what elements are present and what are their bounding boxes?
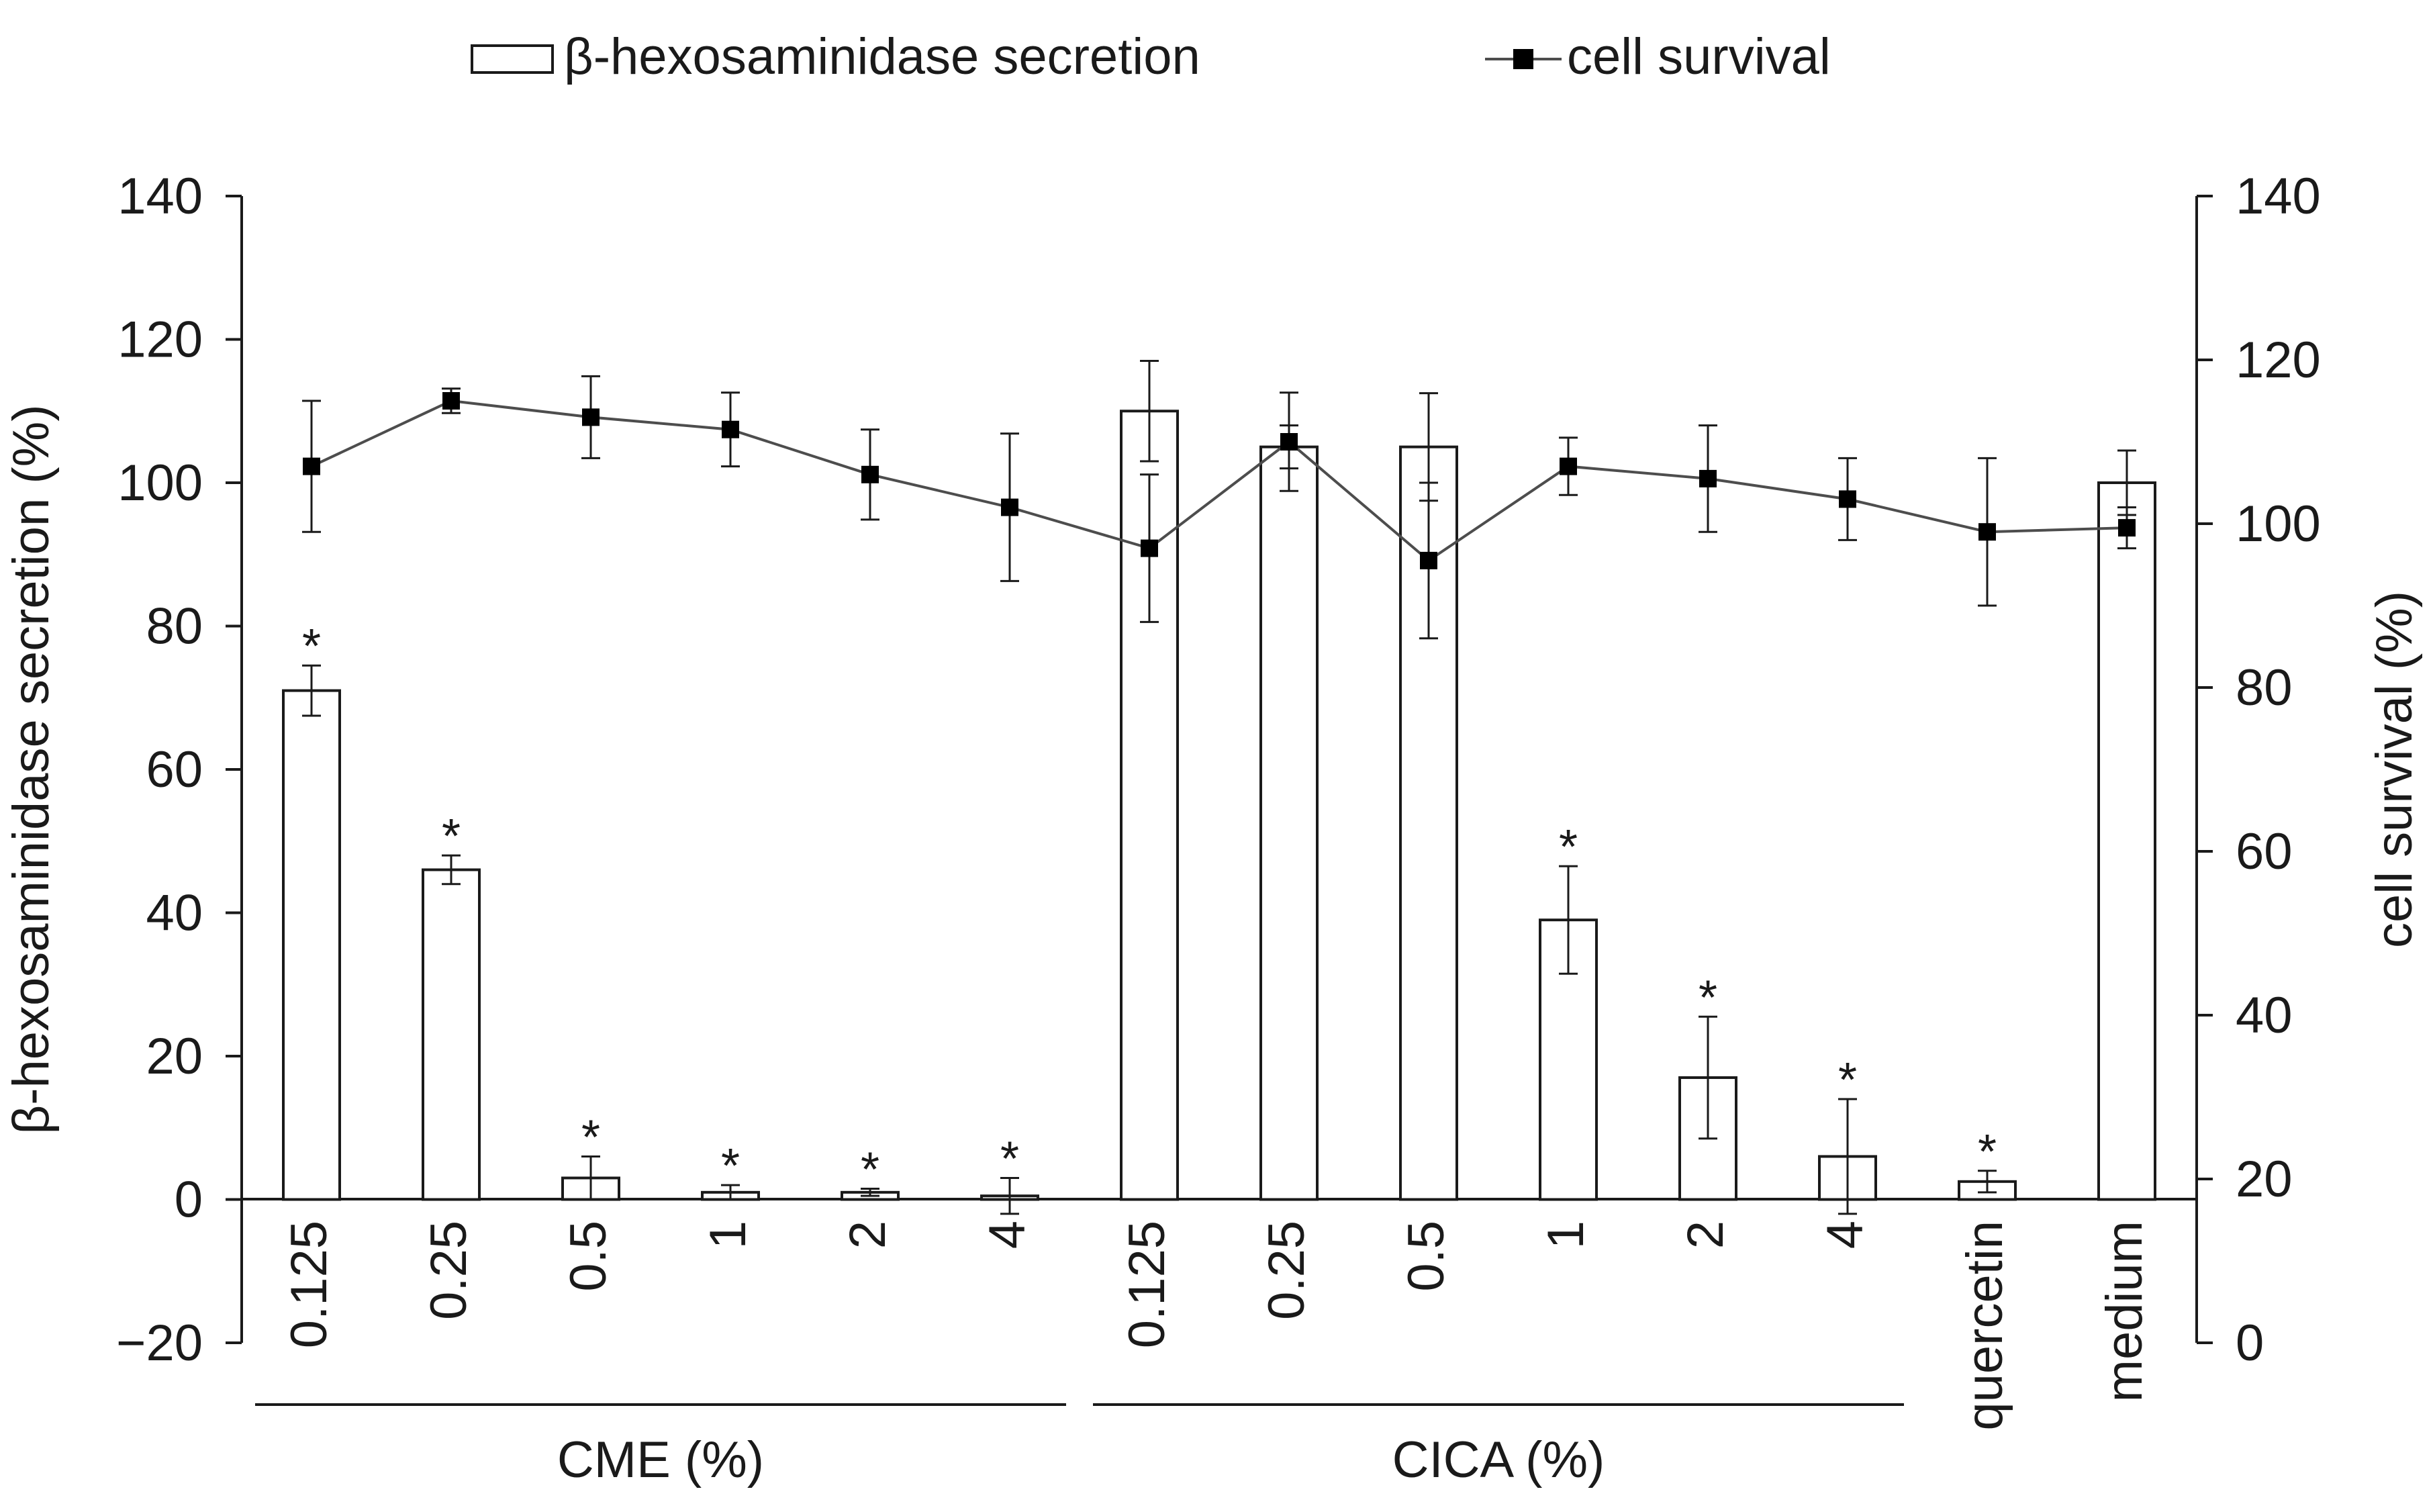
category-label: 0.5: [1398, 1221, 1455, 1292]
left-tick-label: 100: [117, 455, 203, 512]
left-tick-label: 20: [146, 1028, 203, 1085]
survival-point: [1420, 551, 1437, 569]
significance-marker: *: [581, 1111, 600, 1164]
left-axis-ticks: −20 0 20 40 60 80 100 120 140: [116, 168, 242, 1372]
category-label: 0.125: [1118, 1221, 1176, 1348]
legend-bar-swatch: [471, 44, 554, 74]
category-label: 0.5: [560, 1221, 617, 1292]
group-label: CME (%): [557, 1431, 764, 1489]
left-tick-label: 0: [175, 1172, 203, 1229]
significance-marker: *: [861, 1143, 879, 1196]
category-label: quercetin: [1956, 1221, 2013, 1431]
right-axis-ticks: 0 20 40 60 80 100 120 140: [2197, 168, 2321, 1372]
survival-polyline: [311, 399, 2128, 563]
right-tick-label: 140: [2236, 168, 2321, 225]
category-labels: 0.125 0.25 0.5 1 2 4 0.125 0.25 0.5 1 2 4 quercetin m…: [281, 1221, 2153, 1431]
group-brackets: CME (%) CICA (%): [255, 1403, 1904, 1489]
survival-point: [1280, 433, 1298, 451]
category-label: 0.25: [420, 1221, 477, 1320]
significance-marker: *: [1978, 1125, 1997, 1179]
survival-point: [1978, 523, 1996, 541]
group-label: CICA (%): [1392, 1431, 1605, 1489]
category-label: 1: [700, 1221, 757, 1249]
survival-point: [861, 465, 879, 483]
right-tick-label: 60: [2236, 823, 2293, 880]
category-label: 2: [839, 1221, 896, 1249]
significance-marker: *: [1559, 820, 1578, 874]
category-label: 2: [1677, 1221, 1734, 1249]
left-axis-title: β-hexosaminidase secretion (%): [3, 404, 60, 1134]
right-tick-label: 0: [2236, 1315, 2264, 1372]
category-label: 4: [979, 1221, 1036, 1249]
bar: [1259, 445, 1319, 1201]
right-tick-label: 80: [2236, 659, 2293, 716]
category-label: 1: [1537, 1221, 1594, 1249]
survival-point: [1839, 490, 1856, 508]
survival-point: [1001, 498, 1018, 516]
bar: [282, 689, 341, 1201]
left-tick-label: 40: [146, 885, 203, 942]
legend-line-label: cell survival: [1567, 28, 1831, 85]
survival-point: [582, 408, 600, 426]
right-tick-label: 40: [2236, 987, 2293, 1044]
left-tick-label: 140: [117, 168, 203, 225]
survival-point: [2118, 519, 2136, 537]
bar: [2097, 481, 2156, 1201]
survival-point: [303, 457, 320, 475]
left-tick-label: −20: [116, 1315, 203, 1372]
legend-line-marker: [1513, 49, 1533, 69]
survival-point: [442, 392, 460, 410]
survival-point: [1699, 469, 1717, 487]
significance-marker: *: [442, 810, 461, 863]
right-tick-label: 20: [2236, 1151, 2293, 1208]
category-label: 0.125: [281, 1221, 338, 1348]
survival-point: [1560, 457, 1577, 475]
significance-marker: *: [302, 620, 321, 673]
left-tick-label: 120: [117, 312, 203, 369]
survival-line: [302, 375, 2136, 640]
right-axis-title: cell survival (%): [2366, 591, 2423, 948]
category-label: 0.25: [1258, 1221, 1315, 1320]
significance-marker: *: [1838, 1053, 1857, 1107]
category-label: 4: [1817, 1221, 1874, 1249]
significance-marker: *: [1699, 971, 1717, 1025]
survival-point: [1141, 539, 1158, 557]
survival-point: [722, 420, 739, 438]
bar: [422, 868, 481, 1201]
bars: * * * * * * * * * *: [282, 360, 2156, 1215]
significance-marker: *: [721, 1139, 740, 1193]
significance-marker: *: [1000, 1132, 1019, 1186]
category-label: medium: [2096, 1221, 2153, 1402]
left-tick-label: 60: [146, 741, 203, 798]
right-tick-label: 100: [2236, 495, 2321, 553]
legend: β-hexosaminidase secretion cell survival: [471, 28, 1831, 85]
right-tick-label: 120: [2236, 332, 2321, 389]
legend-bar-label: β-hexosaminidase secretion: [564, 28, 1200, 85]
left-tick-label: 80: [146, 598, 203, 655]
